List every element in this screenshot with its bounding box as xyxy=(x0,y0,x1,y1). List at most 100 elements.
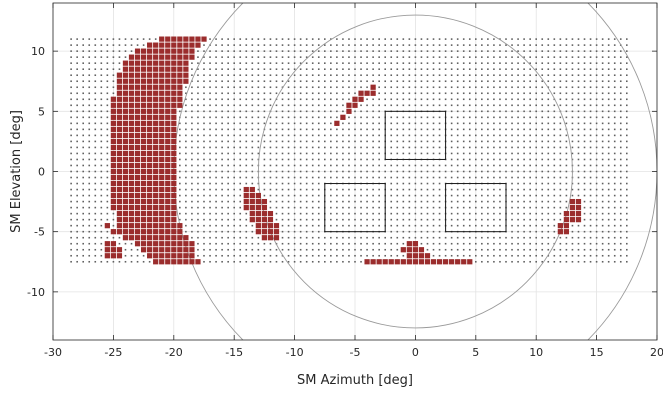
grid-point xyxy=(607,248,610,251)
grid-point xyxy=(402,56,405,58)
grid-point xyxy=(239,98,242,101)
filled-cell xyxy=(110,174,117,181)
grid-point xyxy=(100,176,103,179)
grid-point xyxy=(366,50,368,52)
grid-point xyxy=(595,158,598,161)
grid-point xyxy=(432,170,435,173)
grid-point xyxy=(257,260,260,263)
grid-point xyxy=(372,242,374,245)
grid-point xyxy=(456,104,459,107)
grid-point xyxy=(100,86,103,89)
grid-point xyxy=(481,68,483,70)
x-tick-label: 5 xyxy=(472,346,479,359)
grid-point xyxy=(468,152,471,155)
grid-point xyxy=(468,194,471,197)
grid-point xyxy=(547,164,550,167)
grid-point xyxy=(523,128,525,131)
grid-point xyxy=(420,224,423,227)
grid-point xyxy=(360,74,362,77)
grid-point xyxy=(360,212,362,215)
grid-point xyxy=(517,212,519,215)
grid-point xyxy=(487,62,489,64)
filled-cell xyxy=(171,144,177,151)
grid-point xyxy=(76,218,78,221)
filled-cell xyxy=(183,247,189,253)
grid-point xyxy=(372,62,374,64)
grid-point xyxy=(607,140,610,143)
grid-point xyxy=(577,176,580,179)
grid-point xyxy=(324,116,326,119)
grid-point xyxy=(541,218,544,221)
grid-point xyxy=(70,152,72,155)
grid-point xyxy=(523,182,525,185)
grid-point xyxy=(559,62,562,64)
grid-point xyxy=(245,62,248,64)
grid-point xyxy=(94,134,97,137)
grid-point xyxy=(499,62,501,64)
grid-point xyxy=(523,176,525,179)
grid-point xyxy=(88,170,91,173)
grid-point xyxy=(76,182,78,185)
grid-point xyxy=(239,212,242,215)
grid-point xyxy=(589,194,592,197)
grid-point xyxy=(559,212,562,215)
grid-point xyxy=(342,92,344,95)
grid-point xyxy=(378,122,380,125)
grid-point xyxy=(311,74,314,77)
grid-point xyxy=(493,206,495,209)
filled-cell xyxy=(128,168,135,175)
filled-cell xyxy=(147,90,153,96)
grid-point xyxy=(626,242,628,245)
grid-point xyxy=(94,224,97,227)
grid-point xyxy=(559,242,562,245)
filled-cell xyxy=(122,132,129,139)
grid-point xyxy=(245,146,248,149)
grid-point xyxy=(553,176,556,179)
grid-point xyxy=(481,224,483,227)
grid-point xyxy=(565,62,568,64)
grid-point xyxy=(517,242,519,245)
grid-point xyxy=(197,98,199,101)
grid-point xyxy=(281,242,284,245)
grid-point xyxy=(390,122,393,125)
grid-point xyxy=(487,74,489,77)
grid-point xyxy=(88,236,91,239)
grid-point xyxy=(221,38,223,40)
grid-point xyxy=(450,206,453,209)
grid-point xyxy=(613,182,616,185)
grid-point xyxy=(263,74,266,77)
grid-point xyxy=(420,164,423,167)
grid-point xyxy=(82,188,84,191)
grid-point xyxy=(366,128,368,131)
grid-point xyxy=(529,176,531,179)
filled-cell xyxy=(159,192,165,199)
grid-point xyxy=(100,224,103,227)
grid-point xyxy=(432,224,435,227)
grid-point xyxy=(366,86,368,89)
grid-point xyxy=(529,224,531,227)
grid-point xyxy=(221,224,223,227)
filled-cell xyxy=(171,253,177,259)
grid-point xyxy=(541,56,544,58)
filled-cell xyxy=(147,211,153,217)
filled-cell xyxy=(134,211,141,217)
grid-point xyxy=(499,140,501,143)
grid-point xyxy=(82,224,84,227)
grid-point xyxy=(438,122,441,125)
grid-point xyxy=(372,80,374,83)
grid-point xyxy=(384,104,386,107)
grid-point xyxy=(462,254,465,257)
grid-point xyxy=(372,200,374,203)
grid-point xyxy=(493,122,495,125)
grid-point xyxy=(70,146,72,149)
grid-point xyxy=(559,176,562,179)
grid-point xyxy=(197,230,199,233)
grid-point xyxy=(287,146,290,149)
grid-point xyxy=(203,152,205,155)
grid-point xyxy=(565,194,568,197)
grid-point xyxy=(475,200,477,203)
grid-point xyxy=(553,62,556,64)
grid-point xyxy=(293,104,296,107)
grid-point xyxy=(378,170,380,173)
grid-point xyxy=(432,56,435,58)
